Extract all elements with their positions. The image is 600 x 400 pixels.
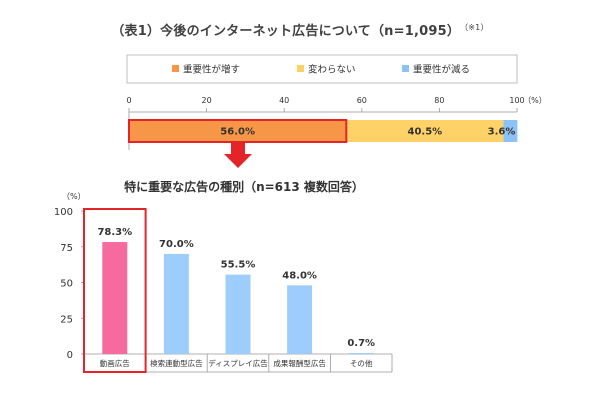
top-bar-segment-1 [346, 120, 504, 142]
bottom-chart-title: 特に重要な広告の種別（n=613 複数回答） [124, 179, 364, 194]
top-bar-label-0: 56.0% [220, 127, 255, 138]
bottom-bar-2 [225, 274, 251, 354]
legend-label-2: 重要性が減る [413, 64, 470, 76]
top-bar-segment-2 [503, 120, 518, 142]
legend-label-1: 変わらない [308, 64, 356, 76]
bottom-category-label-3: 成果報酬型広告 [273, 358, 326, 368]
bottom-bar-label-3: 48.0% [282, 270, 317, 281]
top-highlight-box [128, 119, 348, 143]
legend-swatch-0 [172, 65, 179, 72]
bottom-bar-0 [102, 242, 128, 354]
top-x-tick-2: 40 [279, 96, 289, 105]
bottom-bar-1 [163, 253, 189, 354]
bottom-y-tick-4: 100 [54, 207, 73, 218]
bottom-bar-label-2: 55.5% [221, 260, 256, 271]
bottom-bar-label-0: 78.3% [97, 227, 132, 238]
bottom-y-tick-0: 0 [67, 350, 73, 361]
bottom-category-label-4: その他 [350, 358, 373, 368]
down-arrow-icon [224, 143, 252, 168]
bottom-category-label-0: 動画広告 [100, 358, 130, 368]
legend-box [126, 54, 518, 84]
bottom-y-tick-1: 25 [60, 314, 73, 325]
page-title: （表1）今後のインターネット広告について（n=1,095） （※1） [0, 20, 600, 39]
bottom-bar-3 [287, 285, 313, 354]
bottom-y-unit: （%） [62, 192, 86, 201]
top-x-unit: （%） [523, 96, 547, 105]
bottom-y-tick-2: 50 [60, 279, 73, 290]
legend-swatch-1 [297, 65, 304, 72]
top-x-tick-0: 0 [126, 96, 131, 105]
top-x-tick-3: 60 [357, 96, 367, 105]
top-bar-label-2: 3.6% [488, 127, 516, 138]
bottom-bar-label-4: 0.7% [347, 338, 375, 349]
title-note: （※1） [464, 22, 489, 32]
top-bar-segment-0 [129, 120, 347, 142]
title-text: （表1）今後のインターネット広告について（n=1,095） [111, 24, 461, 39]
top-x-tick-5: 100 [509, 96, 524, 105]
legend-label-0: 重要性が増す [183, 64, 240, 76]
bottom-category-label-1: 検索連動型広告 [150, 358, 203, 368]
bottom-category-label-2: ディスプレイ広告 [208, 358, 268, 368]
bottom-highlight-box [83, 208, 147, 373]
top-x-tick-4: 80 [434, 96, 444, 105]
top-x-tick-1: 20 [202, 96, 212, 105]
bottom-bar-4 [348, 352, 374, 354]
top-bar-label-1: 40.5% [407, 127, 442, 138]
bottom-bar-label-1: 70.0% [159, 239, 194, 250]
legend-swatch-2 [402, 65, 409, 72]
bottom-y-tick-3: 75 [60, 243, 73, 254]
